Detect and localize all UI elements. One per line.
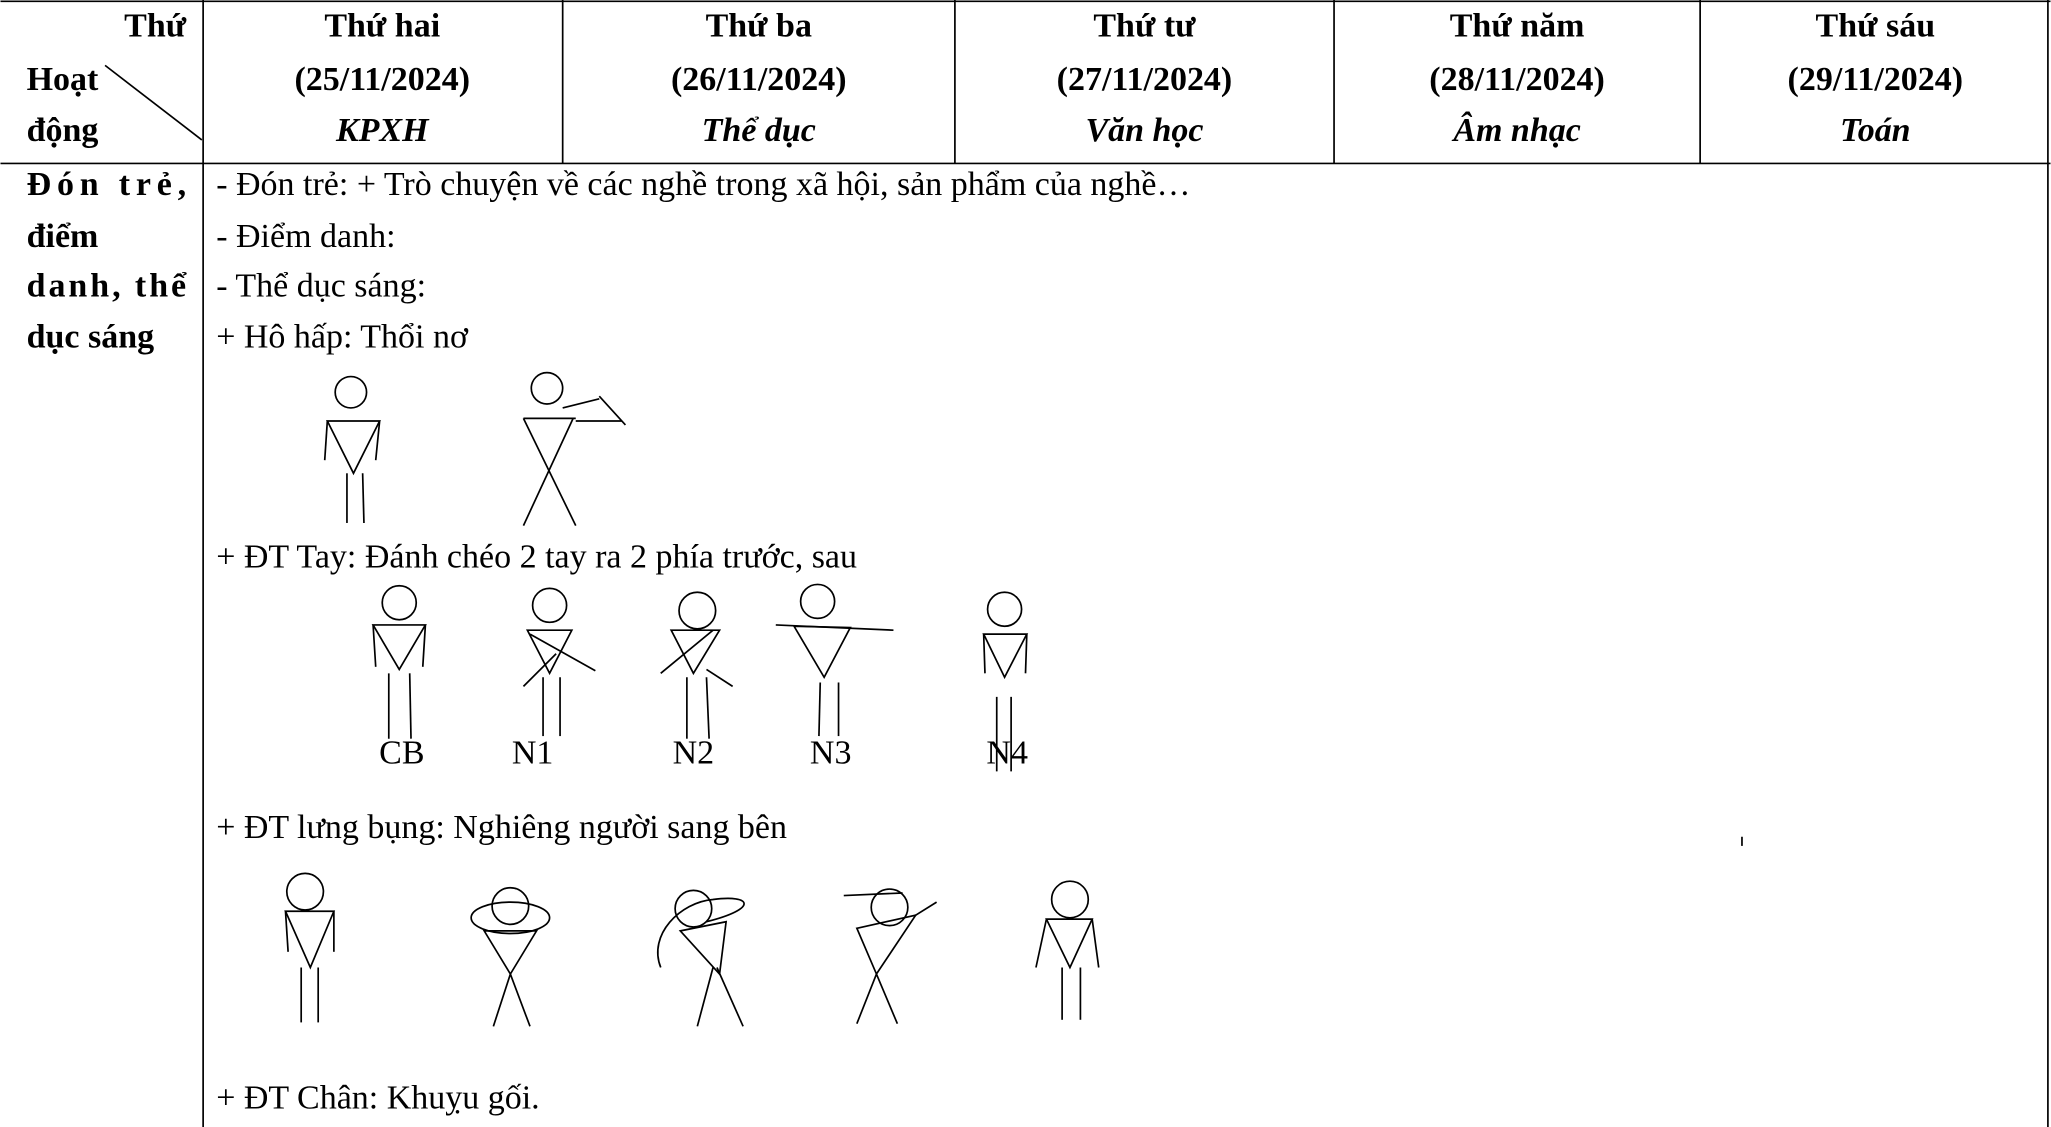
row-label: Đón trẻ, (27, 166, 187, 203)
figure-stroke (792, 625, 852, 679)
figure-stroke (325, 420, 382, 476)
corner-bottom: Hoạt (27, 61, 99, 98)
figure-stroke (1091, 919, 1100, 968)
day-subject: KPXH (335, 112, 430, 149)
figure-stroke (706, 668, 734, 688)
row-label: điểm (27, 218, 99, 255)
figure-stroke (421, 624, 427, 667)
figure-stroke (482, 930, 539, 976)
figure-stroke (470, 901, 551, 935)
day-subject: Toán (1840, 112, 1911, 149)
day-subject: Văn học (1085, 112, 1203, 149)
stick-figures (284, 371, 1100, 1027)
row-label: danh, thể (27, 268, 187, 305)
figure-stroke (530, 371, 564, 405)
corner-top: Thứ (124, 8, 187, 45)
figure-stroke (856, 973, 878, 1025)
figure-stroke (674, 889, 713, 928)
figure-stroke (371, 624, 427, 672)
figure-stroke (678, 591, 717, 630)
activity-line: - Điểm danh: (216, 218, 395, 255)
figure-stroke (491, 886, 530, 926)
day-date: (28/11/2024) (1429, 61, 1605, 98)
exercise-label: N2 (673, 734, 715, 771)
figure-stroke (696, 967, 714, 1027)
exercise-label: N3 (810, 734, 852, 771)
figure-stroke (562, 397, 600, 409)
exercise-label: N4 (986, 734, 1028, 771)
figure-stroke (1035, 918, 1048, 968)
figure-stroke (875, 973, 899, 1025)
activity-line: + ĐT Tay: Đánh chéo 2 tay ra 2 phía trướ… (216, 538, 857, 575)
day-name: Thứ sáu (1816, 8, 1936, 45)
figure-stroke (522, 653, 557, 687)
day-date: (25/11/2024) (294, 61, 470, 98)
figure-stroke (818, 682, 822, 737)
activity-line: + ĐT Chân: Khuỵu gối. (216, 1080, 539, 1117)
corner-bottom: động (27, 112, 99, 149)
figure-stroke (669, 629, 722, 676)
figure-stroke (492, 973, 512, 1027)
figure-stroke (284, 911, 289, 952)
figure-stroke (531, 587, 568, 624)
figure-stroke (408, 673, 412, 739)
figure-stroke (843, 892, 903, 897)
day-name: Thứ năm (1450, 8, 1585, 45)
day-name: Thứ hai (324, 8, 440, 45)
day-date: (29/11/2024) (1788, 61, 1964, 98)
day-date: (26/11/2024) (671, 61, 847, 98)
row-label: dục sáng (27, 319, 155, 356)
figure-stroke (982, 633, 1029, 680)
day-subject: Âm nhạc (1451, 111, 1580, 149)
day-subject: Thể dục (702, 112, 816, 149)
day-name: Thứ ba (706, 8, 812, 45)
figure-stroke (678, 920, 728, 976)
exercise-label: N1 (512, 734, 554, 771)
figure-stroke (381, 584, 418, 621)
figure-stroke (334, 375, 368, 409)
exercise-label: CB (379, 734, 424, 771)
figure-stroke (716, 967, 744, 1027)
figure-stroke (1045, 918, 1094, 970)
activity-line: - Đón trẻ: + Trò chuyện về các nghề tron… (216, 166, 1190, 203)
figure-stroke (529, 633, 596, 672)
activity-line: - Thể dục sáng: (216, 268, 426, 305)
figure-stroke (522, 418, 574, 526)
figure-stroke (372, 624, 377, 667)
figure-stroke (374, 420, 381, 461)
figure-stroke (705, 677, 710, 739)
figure-stroke (285, 872, 325, 911)
figure-stroke (361, 473, 365, 523)
figure-stroke (284, 910, 336, 970)
figure-stroke (1024, 634, 1028, 674)
figure-stroke (986, 591, 1023, 628)
figure-stroke (915, 901, 938, 916)
figure-stroke (323, 420, 329, 461)
figure-stroke (870, 888, 909, 927)
figure-stroke (1050, 880, 1090, 919)
figure-stroke (660, 629, 714, 674)
figure-stroke (598, 395, 627, 426)
border-line (104, 64, 203, 141)
figure-stroke (509, 973, 531, 1027)
activity-line: + ĐT lưng bụng: Nghiêng người sang bên (216, 809, 787, 846)
figure-stroke (855, 913, 918, 976)
activity-line: + Hô hấp: Thổi nơ (216, 319, 469, 356)
figure-stroke (799, 583, 836, 620)
day-name: Thứ tư (1093, 8, 1196, 45)
figure-stroke (657, 897, 745, 968)
figure-stroke (982, 634, 986, 674)
day-date: (27/11/2024) (1057, 61, 1233, 98)
figure-stroke (522, 418, 577, 526)
